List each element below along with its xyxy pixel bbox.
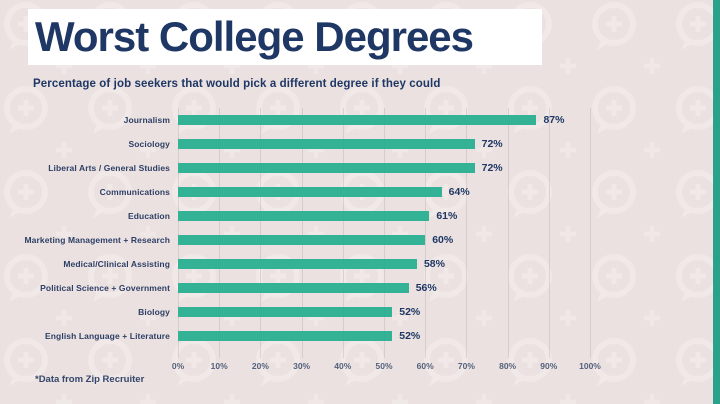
value-label: 72% xyxy=(481,162,503,174)
category-label: Medical/Clinical Assisting xyxy=(63,259,170,269)
x-tick-label: 40% xyxy=(334,361,352,371)
bar-row: Marketing Management + Research 60% xyxy=(0,228,720,252)
bar-row: Biology 52% xyxy=(0,300,720,324)
category-label: Marketing Management + Research xyxy=(24,235,170,245)
category-label: Communications xyxy=(99,187,170,197)
value-label: 61% xyxy=(436,210,458,222)
x-tick-label: 50% xyxy=(375,361,393,371)
value-label: 87% xyxy=(543,114,565,126)
bar xyxy=(178,139,475,149)
x-tick-label: 0% xyxy=(171,361,185,371)
bar-rows: Journalism 87% Sociology 72% Liberal Arts / … xyxy=(0,108,720,348)
bar xyxy=(178,115,537,125)
value-label: 72% xyxy=(481,138,503,150)
gridline xyxy=(590,108,591,358)
gridlines xyxy=(178,108,592,358)
category-label: Political Science + Government xyxy=(40,283,170,293)
value-label: 58% xyxy=(423,258,445,270)
bar-row: English Language + Literature 52% xyxy=(0,324,720,348)
bar xyxy=(178,187,442,197)
gridline xyxy=(425,108,427,358)
x-tick-label: 10% xyxy=(210,361,228,371)
x-tick-label: 70% xyxy=(457,361,475,371)
x-tick-label: 20% xyxy=(251,361,269,371)
category-label: Journalism xyxy=(123,115,170,125)
title-band: Worst College Degrees xyxy=(28,9,542,65)
accent-stripe xyxy=(713,0,720,404)
category-label: Sociology xyxy=(128,139,170,149)
value-label: 56% xyxy=(415,282,437,294)
gridline xyxy=(548,108,550,358)
gridline xyxy=(384,108,385,358)
bar-row: Education 61% xyxy=(0,204,720,228)
category-label: Biology xyxy=(138,307,170,317)
chart-subtitle: Percentage of job seekers that would pic… xyxy=(33,78,441,90)
bar-row: Medical/Clinical Assisting 58% xyxy=(0,252,720,276)
gridline xyxy=(466,108,468,358)
bar-row: Liberal Arts / General Studies 72% xyxy=(0,156,720,180)
value-label: 64% xyxy=(448,186,470,198)
x-axis-ticks: 0% 10% 20% 30% 40% 50% 60% 70% 80% 90% 100% xyxy=(172,361,601,373)
value-label: 52% xyxy=(399,330,421,342)
bar xyxy=(178,283,409,293)
x-tick-label: 30% xyxy=(293,361,311,371)
bar-row: Communications 64% xyxy=(0,180,720,204)
x-tick-label: 90% xyxy=(540,361,558,371)
gridline xyxy=(342,108,344,358)
source-footnote: *Data from Zip Recruiter xyxy=(35,374,145,385)
bar xyxy=(178,211,430,221)
gridline xyxy=(178,108,179,358)
gridline xyxy=(507,108,509,358)
x-tick-label: 60% xyxy=(416,361,434,371)
x-tick-label: 100% xyxy=(579,361,601,371)
bar xyxy=(178,235,426,245)
x-tick-label: 80% xyxy=(499,361,517,371)
bar xyxy=(178,307,393,317)
value-label: 52% xyxy=(399,306,421,318)
bar xyxy=(178,259,417,269)
page-title: Worst College Degrees xyxy=(35,13,474,60)
gridline xyxy=(219,108,221,358)
bar xyxy=(178,163,475,173)
category-label: English Language + Literature xyxy=(45,331,170,341)
category-label: Liberal Arts / General Studies xyxy=(48,163,170,173)
gridline xyxy=(301,108,303,358)
bar-row: Political Science + Government 56% xyxy=(0,276,720,300)
gridline xyxy=(260,108,262,358)
bar xyxy=(178,331,393,341)
category-label: Education xyxy=(128,211,170,221)
bar-row: Sociology 72% xyxy=(0,132,720,156)
value-label: 60% xyxy=(432,234,454,246)
bar-row: Journalism 87% xyxy=(0,108,720,132)
